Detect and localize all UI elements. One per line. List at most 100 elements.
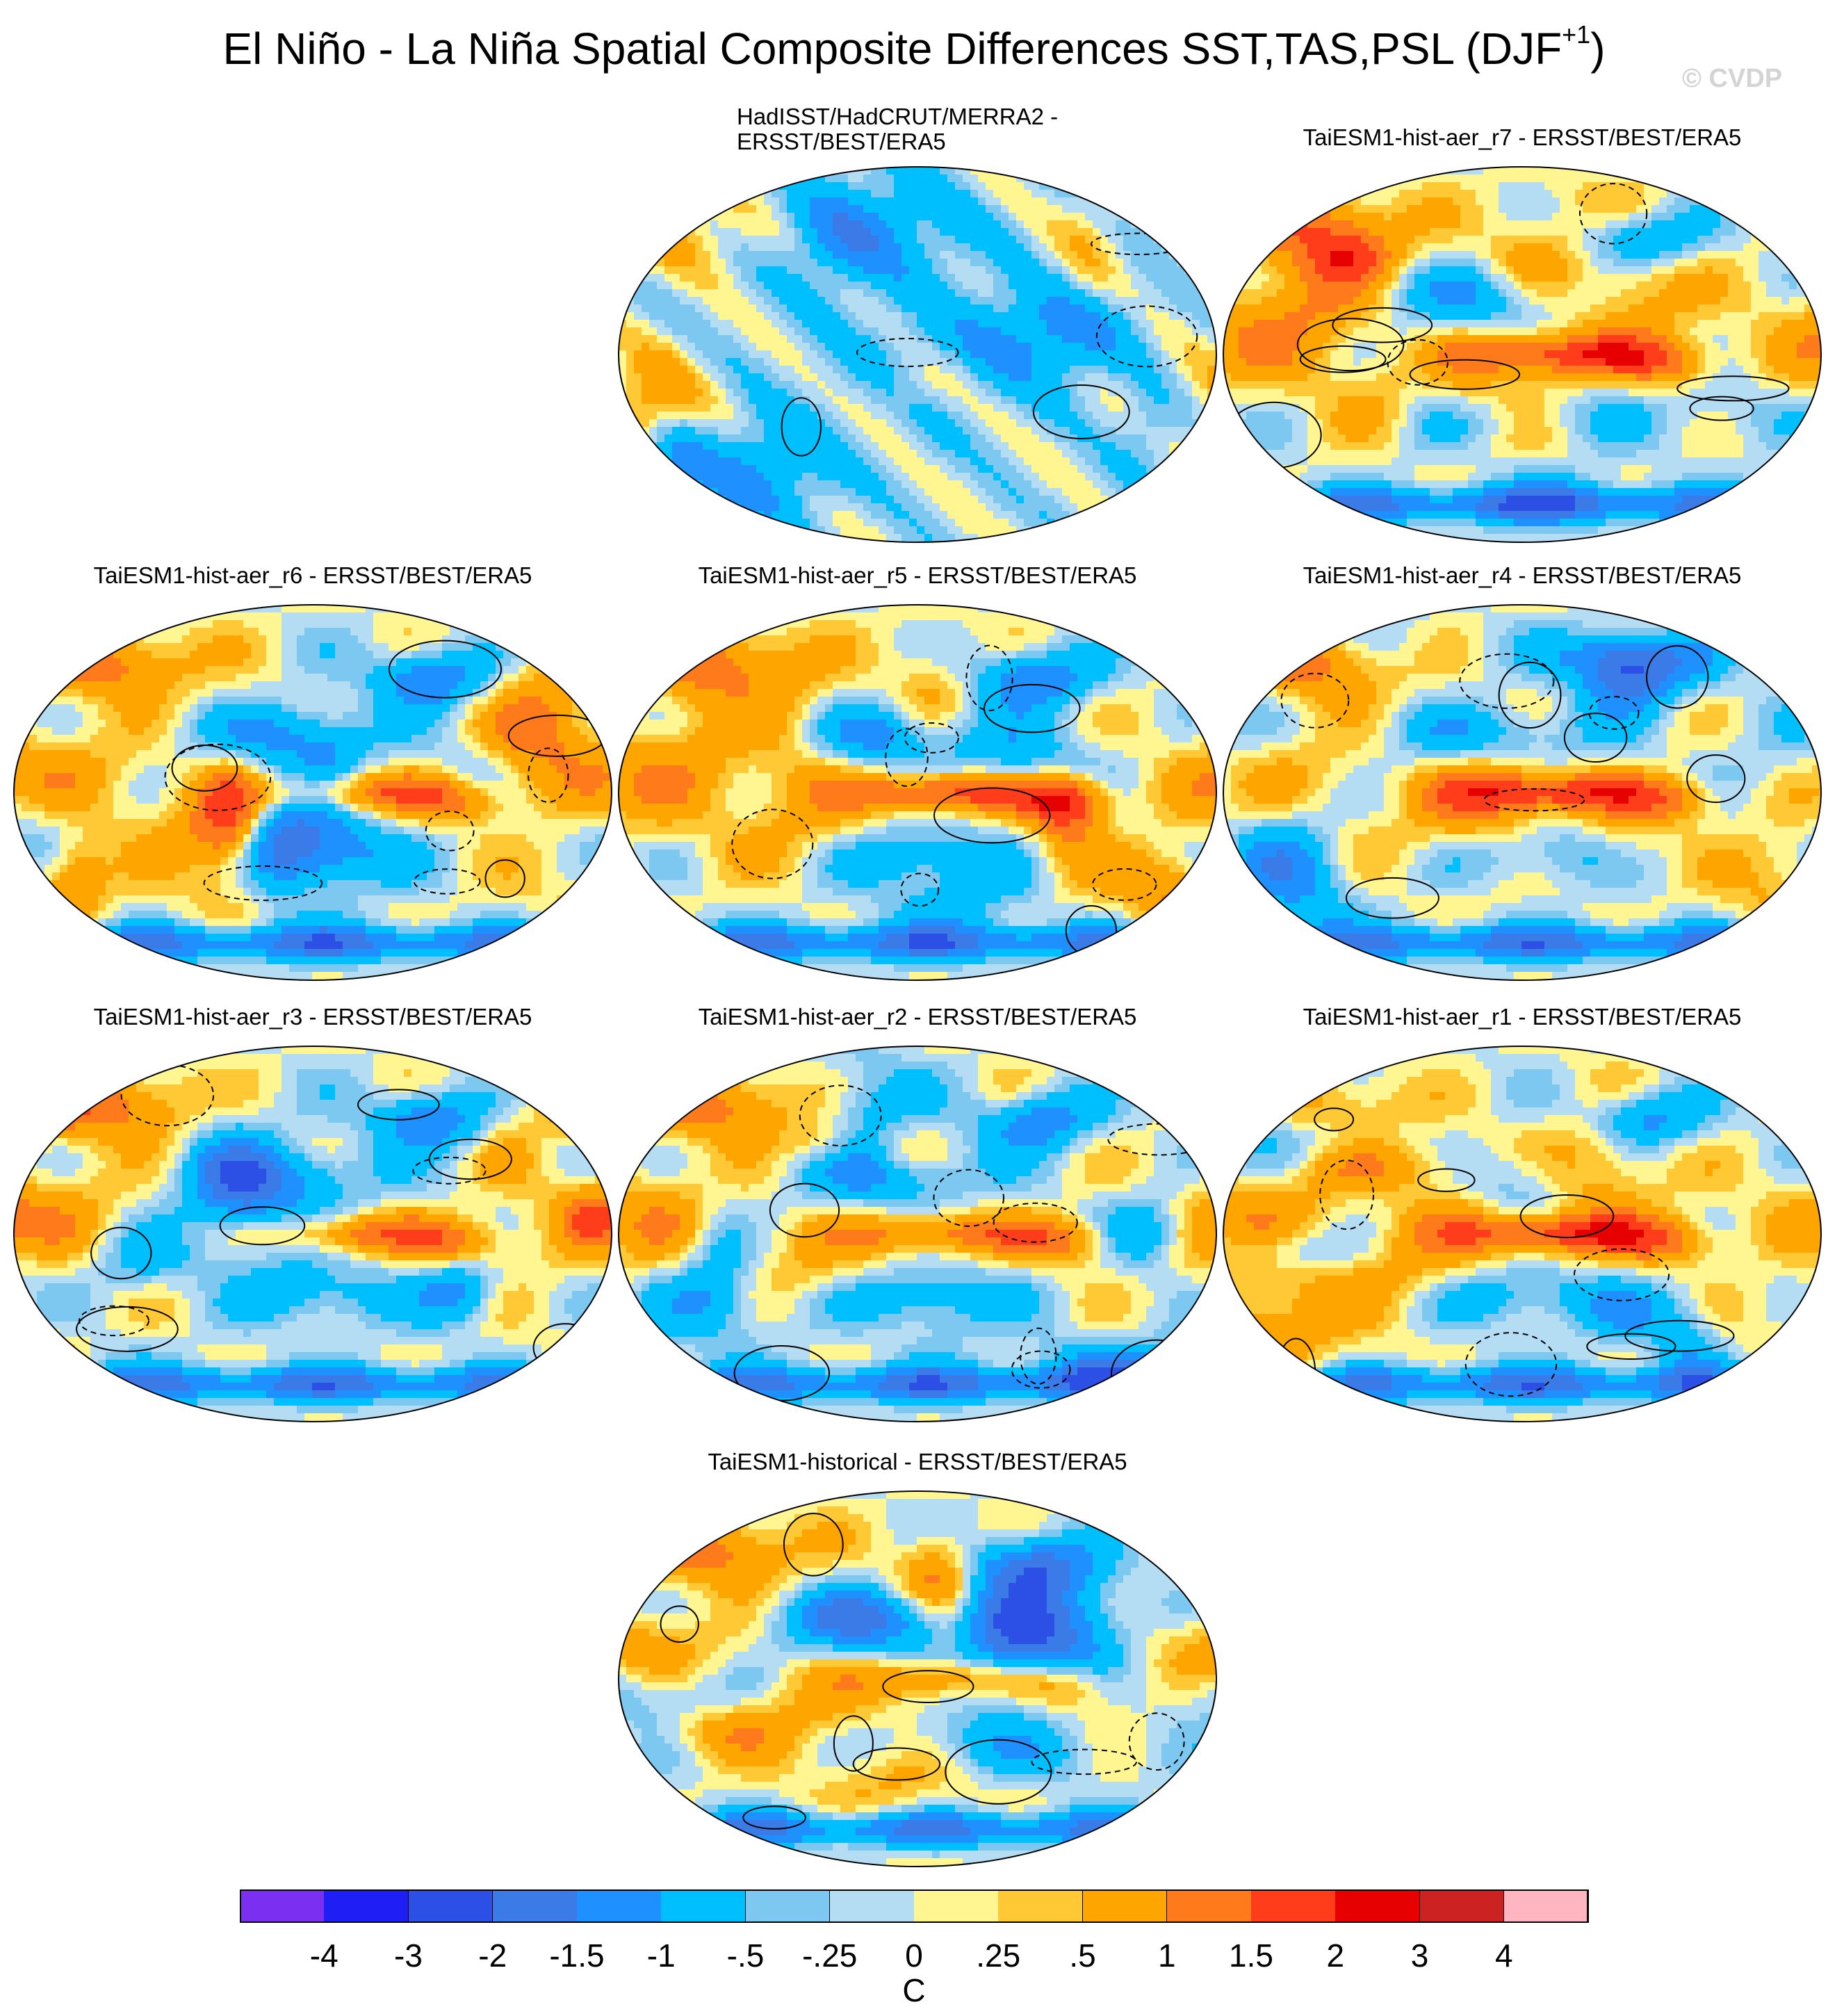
grid-cell (1108, 213, 1116, 221)
grid-cell (1009, 182, 1017, 190)
grid-cell (1070, 289, 1078, 298)
grid-cell (871, 259, 879, 267)
grid-cell (901, 381, 910, 389)
grid-cell (718, 213, 726, 221)
grid-cell (1039, 480, 1047, 489)
grid-cell (1139, 373, 1147, 382)
grid-cell (1108, 289, 1116, 298)
grid-cell (871, 366, 879, 374)
grid-cell (986, 259, 994, 267)
grid-cell (1009, 282, 1017, 290)
grid-cell (1009, 213, 1017, 221)
grid-cell (924, 220, 933, 229)
grid-cell (733, 220, 742, 229)
grid-cell (1161, 526, 1170, 535)
grid-cell (924, 213, 933, 221)
grid-cell (1192, 465, 1200, 473)
grid-cell (879, 327, 887, 336)
grid-cell (901, 228, 910, 236)
grid-cell (1070, 312, 1078, 320)
grid-cell (1123, 434, 1132, 443)
grid-cell (649, 251, 658, 259)
grid-cell (787, 488, 795, 496)
grid-cell (619, 251, 627, 259)
grid-cell (825, 266, 833, 275)
grid-cell (963, 519, 971, 527)
grid-cell (626, 457, 635, 466)
grid-cell (1292, 236, 1300, 244)
grid-cell (993, 282, 1002, 290)
grid-cell (1031, 434, 1040, 443)
grid-cell (1062, 434, 1070, 443)
grid-cell (886, 312, 895, 320)
grid-cell (1093, 174, 1101, 183)
grid-cell (955, 519, 963, 527)
grid-cell (695, 488, 703, 496)
grid-cell (963, 358, 971, 366)
grid-cell (649, 534, 658, 542)
grid-cell (794, 259, 803, 267)
grid-cell (794, 534, 803, 542)
grid-cell (924, 282, 933, 290)
grid-cell (1751, 174, 1759, 183)
grid-cell (1713, 259, 1721, 267)
grid-cell (733, 373, 742, 382)
grid-cell (787, 396, 795, 405)
grid-cell (1161, 251, 1170, 259)
grid-cell (963, 381, 971, 389)
grid-cell (626, 197, 635, 206)
grid-cell (764, 343, 772, 351)
grid-cell (1139, 266, 1147, 275)
grid-cell (848, 526, 856, 535)
grid-cell (825, 434, 833, 443)
grid-cell (909, 366, 917, 374)
grid-cell (947, 327, 956, 336)
grid-cell (1001, 174, 1009, 183)
grid-cell (741, 358, 749, 366)
grid-cell (802, 389, 810, 397)
grid-cell (1445, 197, 1453, 206)
grid-cell (840, 327, 849, 336)
grid-cell (1736, 205, 1744, 213)
grid-cell (970, 304, 979, 313)
grid-cell (718, 220, 726, 229)
grid-cell (642, 404, 650, 412)
grid-cell (1346, 182, 1354, 190)
grid-cell (634, 496, 642, 504)
grid-cell (963, 190, 971, 198)
grid-cell (619, 282, 627, 290)
grid-cell (657, 366, 665, 374)
grid-cell (963, 412, 971, 420)
grid-cell (1207, 236, 1216, 244)
grid-cell (1016, 327, 1025, 336)
grid-cell (1369, 205, 1377, 213)
grid-cell (901, 496, 910, 504)
grid-cell (1575, 197, 1583, 206)
grid-cell (779, 220, 787, 229)
grid-cell (1154, 243, 1162, 252)
grid-cell (955, 236, 963, 244)
grid-cell (749, 167, 757, 175)
grid-cell (1583, 182, 1591, 190)
grid-cell (955, 251, 963, 259)
grid-cell (993, 358, 1002, 366)
grid-cell (879, 450, 887, 458)
grid-cell (1093, 167, 1101, 175)
grid-cell (970, 266, 979, 275)
grid-cell (909, 473, 917, 481)
grid-cell (687, 327, 696, 336)
grid-cell (833, 304, 841, 313)
grid-cell (1123, 350, 1132, 359)
grid-cell (825, 320, 833, 328)
grid-cell (1781, 197, 1790, 206)
grid-cell (894, 228, 902, 236)
grid-cell (1483, 197, 1492, 206)
grid-cell (642, 274, 650, 282)
grid-cell (1146, 373, 1154, 382)
grid-cell (871, 320, 879, 328)
grid-cell (986, 266, 994, 275)
grid-cell (1131, 343, 1139, 351)
grid-cell (817, 259, 826, 267)
grid-cell (619, 182, 627, 190)
grid-cell (978, 373, 986, 382)
